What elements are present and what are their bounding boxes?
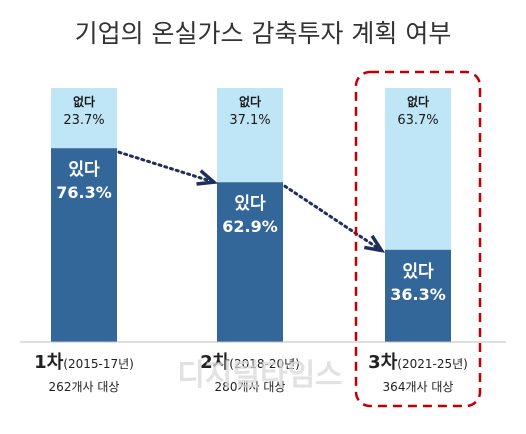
highlight-box bbox=[354, 70, 482, 408]
category-label-1: 1차(2015-17년) bbox=[34, 352, 134, 373]
category-label-3: 3차(2021-25년) bbox=[368, 352, 468, 373]
trend-arrow-head-1 bbox=[196, 169, 219, 186]
no-value-label-3: 63.7% bbox=[397, 113, 438, 128]
no-value-label-1: 23.7% bbox=[63, 113, 104, 128]
bar-yes-1 bbox=[51, 148, 117, 342]
no-series-label-2: 없다 bbox=[239, 94, 261, 109]
no-value-label-2: 37.1% bbox=[229, 113, 270, 128]
yes-value-label-3: 36.3% bbox=[390, 285, 446, 304]
bar-yes-2 bbox=[217, 182, 283, 342]
trend-arrow-head-2 bbox=[363, 234, 386, 253]
chart-title: 기업의 온실가스 감축투자 계획 여부 bbox=[75, 19, 452, 48]
category-note-1: 262개사 대상 bbox=[49, 380, 120, 394]
yes-value-label-1: 76.3% bbox=[56, 183, 112, 202]
no-series-label-1: 없다 bbox=[73, 94, 95, 109]
no-series-label-3: 없다 bbox=[407, 94, 429, 109]
yes-series-label-2: 있다 bbox=[234, 194, 266, 214]
yes-series-label-3: 있다 bbox=[402, 262, 434, 282]
bar-no-2 bbox=[217, 88, 283, 183]
bar-no-1 bbox=[51, 88, 117, 149]
category-labels: 1차(2015-17년) 262개사 대상 2차(2018-20년) 280개사 대상… bbox=[34, 352, 468, 394]
bars-layer: 없다 23.7% 있다 76.3% 없다 37.1% 있다 62.9% 없다 63.7% 있다 36.… bbox=[20, 88, 506, 343]
category-note-3: 364개사 대상 bbox=[383, 380, 454, 394]
bar-no-3 bbox=[385, 88, 451, 250]
yes-series-label-1: 있다 bbox=[68, 160, 100, 180]
bar-yes-3 bbox=[385, 249, 451, 342]
watermark: 디지털타임스 bbox=[177, 358, 343, 393]
trend-arrow-line-1 bbox=[117, 150, 213, 183]
yes-value-label-2: 62.9% bbox=[222, 217, 278, 236]
trend-arrow-line-2 bbox=[283, 184, 381, 251]
trend-arrows bbox=[117, 150, 386, 253]
category-label-2: 2차(2018-20년) bbox=[200, 352, 300, 373]
category-note-2: 280개사 대상 bbox=[215, 380, 286, 394]
